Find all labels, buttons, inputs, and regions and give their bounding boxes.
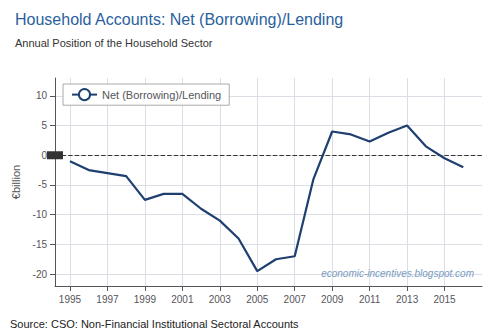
- svg-text:economic-incentives.blogspot.c: economic-incentives.blogspot.com: [321, 268, 474, 279]
- svg-text:Annual Position of the Househo: Annual Position of the Household Sector: [15, 37, 213, 49]
- svg-text:2009: 2009: [321, 294, 344, 305]
- svg-text:-20: -20: [33, 269, 48, 280]
- svg-text:Household Accounts: Net (Borro: Household Accounts: Net (Borrowing)/Lend…: [15, 11, 343, 28]
- svg-text:1995: 1995: [59, 294, 82, 305]
- svg-text:0: 0: [41, 150, 47, 161]
- svg-text:2005: 2005: [246, 294, 269, 305]
- svg-text:1997: 1997: [96, 294, 119, 305]
- svg-text:€billion: €billion: [10, 165, 22, 199]
- svg-text:1999: 1999: [134, 294, 157, 305]
- svg-text:-10: -10: [33, 209, 48, 220]
- svg-text:5: 5: [41, 120, 47, 131]
- svg-text:2013: 2013: [396, 294, 419, 305]
- svg-text:10: 10: [36, 90, 48, 101]
- svg-text:2007: 2007: [284, 294, 307, 305]
- svg-text:2003: 2003: [209, 294, 232, 305]
- svg-text:-5: -5: [38, 179, 47, 190]
- svg-text:2011: 2011: [359, 294, 381, 305]
- svg-text:-15: -15: [33, 239, 48, 250]
- svg-text:2015: 2015: [433, 294, 456, 305]
- svg-text:Source: CSO: Non-Financial Ins: Source: CSO: Non-Financial Institutional…: [10, 318, 299, 330]
- svg-text:2001: 2001: [171, 294, 194, 305]
- svg-text:Net (Borrowing)/Lending: Net (Borrowing)/Lending: [102, 89, 221, 101]
